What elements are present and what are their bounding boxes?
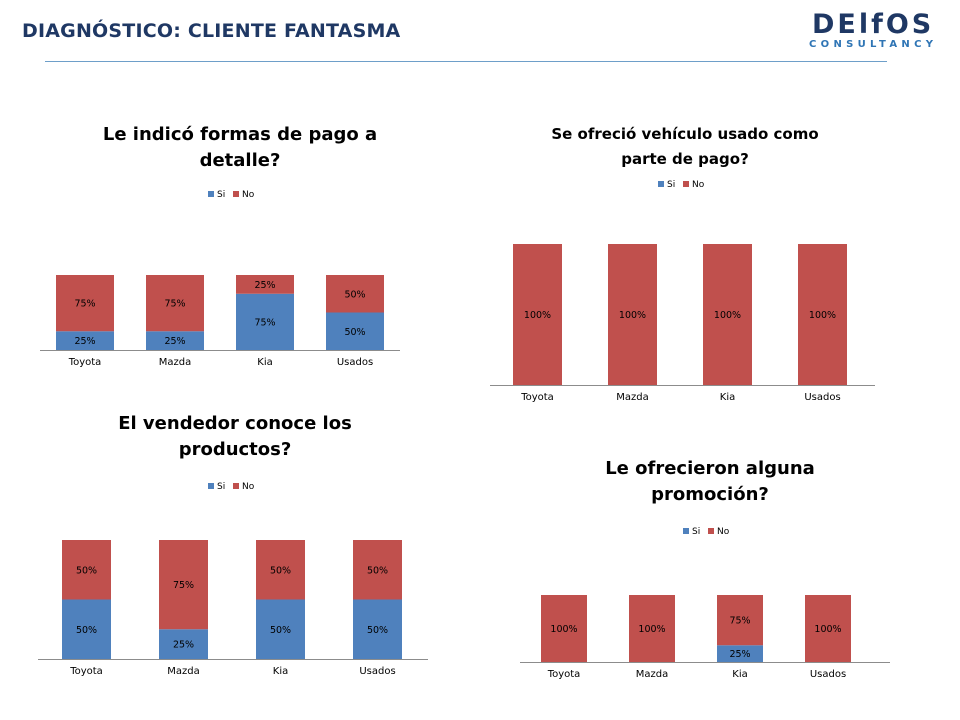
chart-title-line: El vendedor conoce los	[118, 413, 352, 434]
logo-wordmark: DElfOS	[812, 9, 935, 40]
chart-title-line: promoción?	[651, 484, 769, 505]
data-label-no-toyota: 50%	[76, 565, 97, 576]
bar-si-toyota	[62, 599, 111, 659]
bar-no-mazda	[146, 275, 204, 332]
legend-label-si: Si	[217, 190, 225, 200]
tick-label-kia: Kia	[273, 666, 288, 677]
bar-no-mazda	[608, 244, 657, 385]
data-label-si-mazda: 25%	[164, 336, 185, 347]
data-label-no-usados: 50%	[344, 289, 365, 300]
chart-title-line: detalle?	[200, 150, 281, 171]
chart-vehiculo-usado: Se ofreció vehículo usado como parte de p…	[490, 125, 875, 403]
legend-label-si: Si	[217, 482, 225, 492]
bar-no-mazda	[159, 540, 208, 630]
bar-no-usados	[353, 540, 402, 600]
data-label-no-toyota: 100%	[550, 624, 577, 635]
legend-label-no: No	[717, 527, 730, 537]
logo-tagline: CONSULTANCY	[809, 39, 938, 50]
bar-no-kia	[703, 244, 752, 385]
chart-title-line: Le indicó formas de pago a	[103, 124, 377, 145]
bar-no-toyota	[541, 595, 587, 662]
tick-label-mazda: Mazda	[167, 666, 199, 677]
tick-label-usados: Usados	[804, 392, 840, 403]
data-label-si-usados: 50%	[344, 327, 365, 338]
data-label-no-toyota: 75%	[74, 299, 95, 310]
bar-si-usados	[326, 312, 384, 350]
tick-label-mazda: Mazda	[159, 357, 191, 368]
tick-label-toyota: Toyota	[520, 392, 554, 403]
legend-swatch-no	[233, 191, 239, 197]
data-label-si-usados: 50%	[367, 625, 388, 636]
bar-no-kia	[236, 275, 294, 294]
legend-label-si: Si	[667, 180, 675, 190]
data-label-no-mazda: 75%	[164, 299, 185, 310]
bar-si-kia	[256, 599, 305, 659]
tick-label-toyota: Toyota	[547, 669, 581, 680]
legend-swatch-no	[708, 528, 714, 534]
legend-label-no: No	[242, 482, 255, 492]
tick-label-toyota: Toyota	[68, 357, 102, 368]
tick-label-usados: Usados	[337, 357, 373, 368]
bar-no-toyota	[513, 244, 562, 385]
data-label-no-mazda: 100%	[619, 310, 646, 321]
legend-swatch-no	[233, 483, 239, 489]
tick-label-kia: Kia	[720, 392, 735, 403]
tick-label-usados: Usados	[359, 666, 395, 677]
bar-si-toyota	[56, 331, 114, 350]
data-label-si-mazda: 25%	[173, 640, 194, 651]
bar-si-usados	[353, 599, 402, 659]
data-label-si-toyota: 25%	[74, 336, 95, 347]
data-label-si-kia: 25%	[729, 649, 750, 660]
bar-si-kia	[236, 293, 294, 350]
tick-label-toyota: Toyota	[69, 666, 103, 677]
tick-label-kia: Kia	[732, 669, 747, 680]
legend-swatch-si	[683, 528, 689, 534]
chart-promocion: Le ofrecieron algunapromoción?SiNo0%100%…	[520, 458, 890, 680]
bar-no-kia	[717, 595, 763, 646]
tick-label-usados: Usados	[810, 669, 846, 680]
data-label-no-kia: 100%	[714, 310, 741, 321]
page-title: DIAGNÓSTICO: CLIENTE FANTASMA	[22, 20, 401, 42]
bar-si-kia	[717, 645, 763, 662]
legend-label-no: No	[692, 180, 705, 190]
bar-no-usados	[798, 244, 847, 385]
legend-label-no: No	[242, 190, 255, 200]
data-label-si-toyota: 50%	[76, 625, 97, 636]
data-label-no-usados: 50%	[367, 565, 388, 576]
legend-swatch-si	[658, 181, 664, 187]
data-label-no-mazda: 100%	[638, 624, 665, 635]
data-label-no-mazda: 75%	[173, 580, 194, 591]
chart-title-line: productos?	[179, 439, 292, 460]
chart-formas-de-pago: Le indicó formas de pago a detalle? Si No 25…	[40, 124, 400, 368]
data-label-no-usados: 100%	[814, 624, 841, 635]
tick-label-mazda: Mazda	[616, 392, 648, 403]
bar-no-toyota	[56, 275, 114, 332]
chart-title-line: parte de pago?	[621, 150, 749, 168]
legend-swatch-si	[208, 483, 214, 489]
bar-no-usados	[326, 275, 384, 313]
legend-swatch-si	[208, 191, 214, 197]
bar-no-mazda	[629, 595, 675, 662]
data-label-si-kia: 75%	[254, 317, 275, 328]
tick-label-mazda: Mazda	[636, 669, 668, 680]
bar-no-toyota	[62, 540, 111, 600]
bar-si-mazda	[159, 629, 208, 659]
data-label-no-usados: 100%	[809, 310, 836, 321]
delfos-logo: DElfOS CONSULTANCY	[804, 9, 944, 50]
bar-no-usados	[805, 595, 851, 662]
chart-title-line: Le ofrecieron alguna	[605, 458, 815, 479]
data-label-si-kia: 50%	[270, 625, 291, 636]
legend-swatch-no	[683, 181, 689, 187]
bar-si-mazda	[146, 331, 204, 350]
data-label-no-kia: 75%	[729, 616, 750, 627]
tick-label-kia: Kia	[257, 357, 272, 368]
data-label-no-toyota: 100%	[524, 310, 551, 321]
data-label-no-kia: 25%	[254, 280, 275, 291]
data-label-no-kia: 50%	[270, 565, 291, 576]
legend-label-si: Si	[692, 527, 700, 537]
chart-title-line: Se ofreció vehículo usado como	[551, 125, 818, 143]
chart-vendedor-conoce: El vendedor conoce los productos? Si No 50% 5…	[38, 413, 428, 677]
header-divider	[45, 61, 887, 62]
bar-no-kia	[256, 540, 305, 600]
